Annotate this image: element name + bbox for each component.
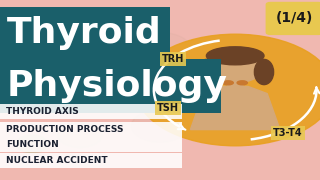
Text: Thyroid: Thyroid [6,16,161,50]
Circle shape [128,32,192,68]
Circle shape [0,16,54,49]
Ellipse shape [206,47,264,65]
Text: THYROID AXIS: THYROID AXIS [6,107,79,116]
Text: T3-T4: T3-T4 [273,128,303,138]
Circle shape [16,135,48,153]
Circle shape [22,40,61,61]
FancyBboxPatch shape [266,2,320,35]
Text: NUCLEAR ACCIDENT: NUCLEAR ACCIDENT [6,156,108,165]
Polygon shape [227,74,243,88]
FancyBboxPatch shape [0,59,221,113]
Text: Physiology: Physiology [6,69,227,102]
Ellipse shape [237,81,247,85]
Text: (1/4): (1/4) [276,11,313,25]
Circle shape [206,50,264,83]
FancyBboxPatch shape [0,137,182,152]
Text: FUNCTION: FUNCTION [6,140,59,149]
FancyBboxPatch shape [0,122,182,137]
Ellipse shape [254,59,274,85]
FancyBboxPatch shape [0,153,182,168]
Circle shape [42,50,86,76]
FancyBboxPatch shape [0,7,170,61]
Circle shape [58,122,102,148]
Ellipse shape [197,59,216,85]
Circle shape [86,31,138,59]
Circle shape [6,63,38,81]
Circle shape [136,34,320,146]
Text: TRH: TRH [162,54,184,64]
Circle shape [131,110,189,142]
Polygon shape [190,86,280,130]
Text: PRODUCTION PROCESS: PRODUCTION PROCESS [6,125,124,134]
Text: TSH: TSH [157,103,179,113]
Ellipse shape [223,81,233,85]
FancyBboxPatch shape [0,103,182,119]
